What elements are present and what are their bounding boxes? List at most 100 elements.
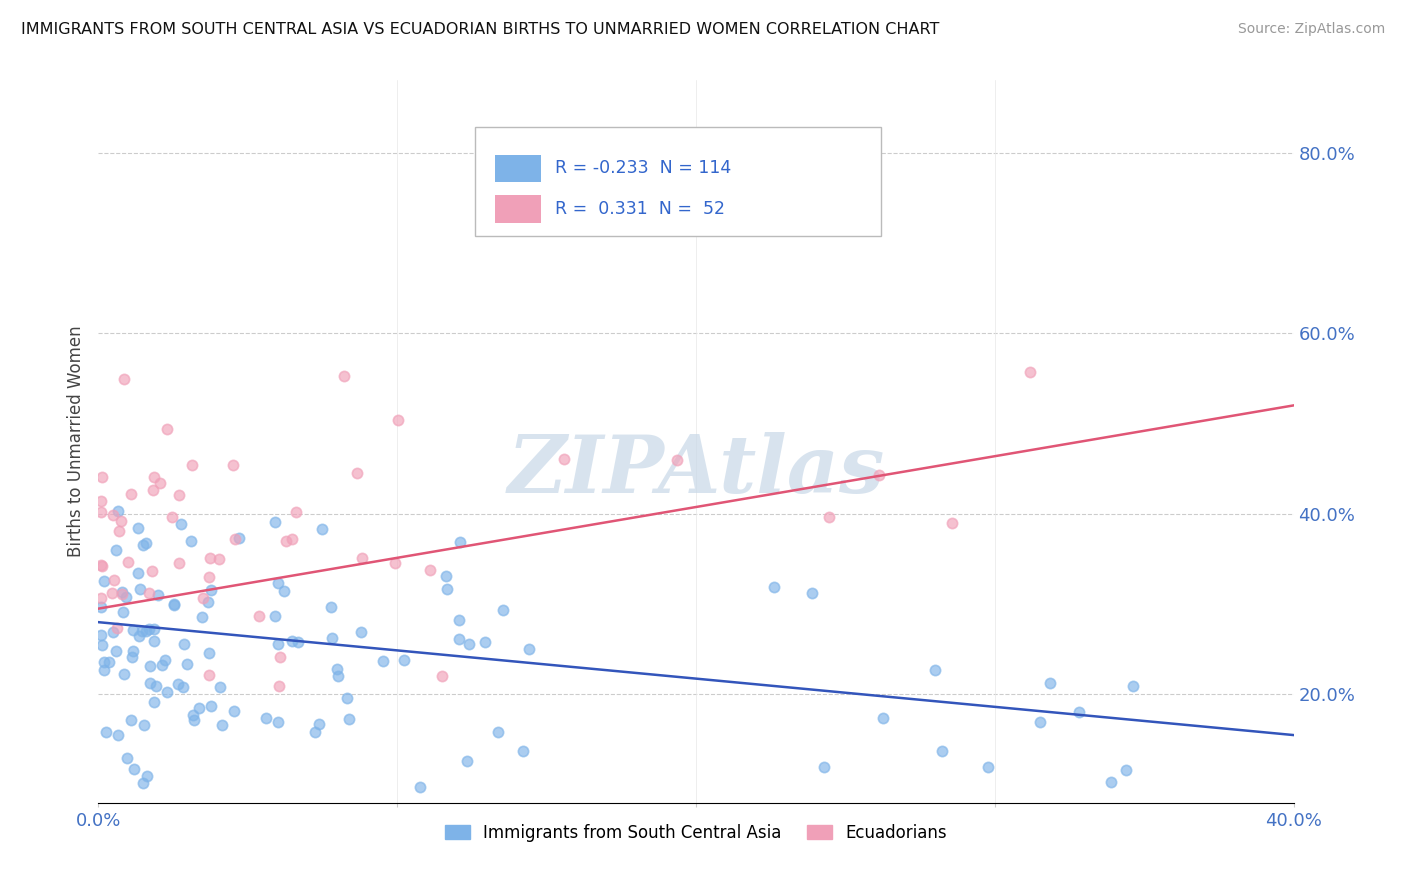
Point [103, 625, 125, 640]
Point [517, 642, 540, 657]
Point [197, 570, 219, 584]
Text: IMMIGRANTS FROM SOUTH CENTRAL ASIA VS ECUADORIAN BIRTHS TO UNMARRIED WOMEN CORRE: IMMIGRANTS FROM SOUTH CENTRAL ASIA VS EC… [21, 22, 939, 37]
Point [120, 486, 142, 500]
Point [146, 588, 169, 602]
Point [111, 587, 134, 601]
Text: R = -0.233  N = 114: R = -0.233 N = 114 [555, 160, 731, 178]
Point [142, 483, 165, 497]
Point [326, 662, 349, 676]
Point [1039, 676, 1062, 690]
Point [162, 598, 184, 612]
Y-axis label: Births to Unmarried Women: Births to Unmarried Women [66, 326, 84, 558]
Point [209, 680, 232, 694]
Point [122, 624, 145, 638]
Point [801, 586, 824, 600]
Point [350, 625, 373, 640]
Point [115, 751, 138, 765]
Point [90, 591, 112, 606]
Point [976, 759, 998, 773]
Point [266, 714, 288, 729]
Point [149, 476, 172, 491]
Point [115, 590, 138, 604]
Point [434, 568, 457, 582]
Point [90, 469, 112, 483]
Point [284, 505, 307, 519]
Point [304, 724, 326, 739]
Point [346, 466, 368, 480]
Point [247, 609, 270, 624]
Text: Source: ZipAtlas.com: Source: ZipAtlas.com [1237, 22, 1385, 37]
Point [141, 564, 163, 578]
Point [107, 621, 129, 635]
Point [273, 584, 295, 599]
Point [135, 769, 157, 783]
Point [419, 563, 441, 577]
Point [200, 699, 222, 714]
Point [138, 585, 160, 599]
Point [91, 638, 114, 652]
Legend: Immigrants from South Central Asia, Ecuadorians: Immigrants from South Central Asia, Ecua… [439, 817, 953, 848]
Point [392, 653, 415, 667]
Point [180, 534, 202, 549]
Point [132, 538, 155, 552]
Point [449, 613, 471, 627]
Point [274, 534, 297, 549]
Point [176, 657, 198, 672]
Point [387, 413, 409, 427]
Point [197, 595, 219, 609]
Point [321, 631, 343, 645]
Point [142, 470, 165, 484]
Point [931, 744, 953, 758]
Point [129, 582, 152, 596]
Point [111, 605, 134, 619]
Point [457, 754, 479, 768]
Point [264, 608, 287, 623]
Point [1029, 715, 1052, 730]
Point [127, 521, 149, 535]
Point [224, 705, 246, 719]
Point [162, 509, 184, 524]
Point [90, 628, 112, 642]
Point [872, 711, 894, 725]
Point [142, 634, 165, 648]
Point [436, 582, 458, 597]
Point [449, 632, 471, 646]
Point [98, 655, 121, 669]
Point [156, 685, 179, 699]
Point [93, 663, 115, 677]
Point [319, 600, 342, 615]
Point [132, 775, 155, 789]
Point [131, 624, 153, 638]
Point [269, 650, 291, 665]
Bar [495, 154, 541, 182]
Point [142, 622, 165, 636]
Point [100, 586, 122, 600]
Point [111, 585, 134, 599]
Point [117, 555, 139, 569]
Text: R =  0.331  N =  52: R = 0.331 N = 52 [555, 200, 725, 218]
Point [122, 762, 145, 776]
Point [941, 516, 963, 530]
Point [108, 524, 131, 538]
Point [112, 667, 135, 681]
Point [191, 591, 214, 606]
Point [169, 556, 191, 570]
Point [142, 695, 165, 709]
Point [311, 522, 333, 536]
Point [167, 677, 190, 691]
Point [155, 653, 177, 667]
Point [138, 622, 160, 636]
Point [666, 453, 689, 467]
Point [352, 550, 374, 565]
Point [1115, 764, 1137, 778]
Bar [495, 195, 541, 223]
Point [287, 635, 309, 649]
Point [267, 679, 290, 693]
Point [198, 551, 221, 566]
Point [1067, 705, 1090, 719]
Point [91, 558, 114, 573]
Point [128, 629, 150, 643]
Point [1122, 679, 1144, 693]
Point [333, 368, 356, 383]
Point [308, 717, 330, 731]
